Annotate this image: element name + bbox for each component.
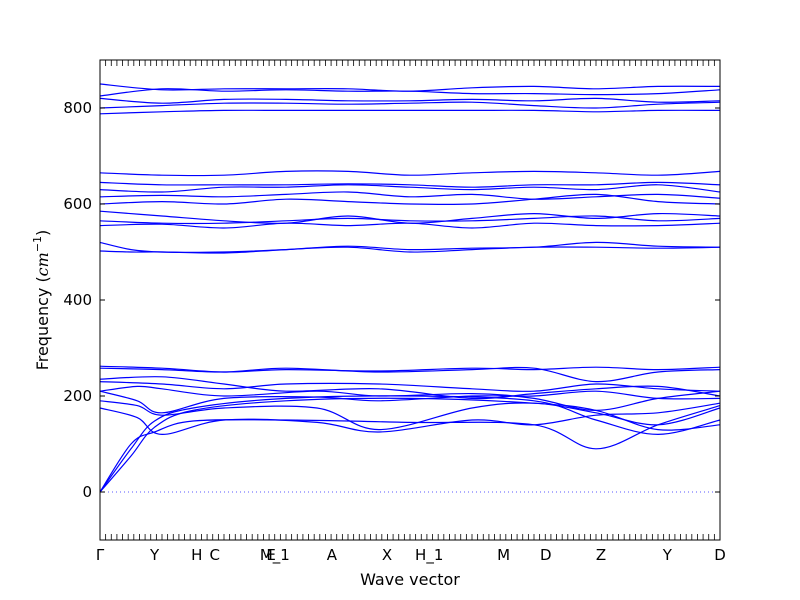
y-axis-label-exponent: −1 [31, 236, 44, 252]
band-line-1 [99, 397, 721, 493]
x-tick-label: Y [662, 546, 673, 564]
y-tick-label: 200 [63, 387, 92, 405]
y-tick-label: 600 [63, 195, 92, 213]
x-tick-label: X [382, 546, 392, 564]
y-axis-label: Frequency (cm−1) [31, 230, 52, 371]
band-line-16 [99, 210, 721, 224]
plot-frame [99, 59, 721, 541]
x-tick-label: M [497, 546, 510, 564]
band-line-9 [99, 376, 721, 400]
x-tick-label: Z [596, 546, 606, 564]
y-tick-label: 0 [82, 483, 92, 501]
x-tick-label: M_1 [260, 546, 290, 565]
band-line-11 [99, 365, 721, 373]
y-axis-label-unit: cm [33, 252, 52, 276]
x-tick-label: D [540, 546, 552, 564]
band-line-21 [99, 170, 721, 177]
band-line-19 [99, 184, 721, 193]
band-line-15 [99, 215, 721, 225]
x-tick-label: C [209, 546, 219, 564]
y-tick-label: 400 [63, 291, 92, 309]
band-line-3 [99, 405, 721, 493]
x-axis-label: Wave vector [360, 570, 460, 589]
x-tick-label: Γ [96, 546, 105, 564]
x-tick-label: H_1 [415, 546, 443, 565]
band-line-22 [99, 109, 721, 115]
y-axis-label-prefix: Frequency ( [33, 276, 52, 370]
y-tick-label: 800 [63, 99, 92, 117]
band-line-24 [99, 97, 721, 104]
y-axis-ticks: 0 200 400 600 800 [63, 99, 720, 501]
band-line-5 [99, 400, 721, 431]
band-line-26 [99, 83, 721, 92]
x-tick-label: H [191, 546, 202, 564]
x-axis-ticks: Γ Y H C EM_1 A X H_1 M D Z Y D [96, 60, 726, 565]
band-line-20 [99, 181, 721, 188]
band-line-8 [99, 381, 721, 392]
band-lines [99, 83, 721, 493]
band-line-7 [99, 385, 721, 412]
band-line-13 [99, 246, 721, 254]
x-tick-label: D [714, 546, 726, 564]
y-axis-label-suffix: ) [33, 230, 52, 236]
x-tick-label: Y [149, 546, 160, 564]
x-tick-label: A [327, 546, 338, 564]
x-tick-label: E [266, 546, 275, 564]
band-line-23 [99, 101, 721, 109]
band-line-18 [99, 191, 721, 200]
band-line-6 [99, 390, 721, 414]
